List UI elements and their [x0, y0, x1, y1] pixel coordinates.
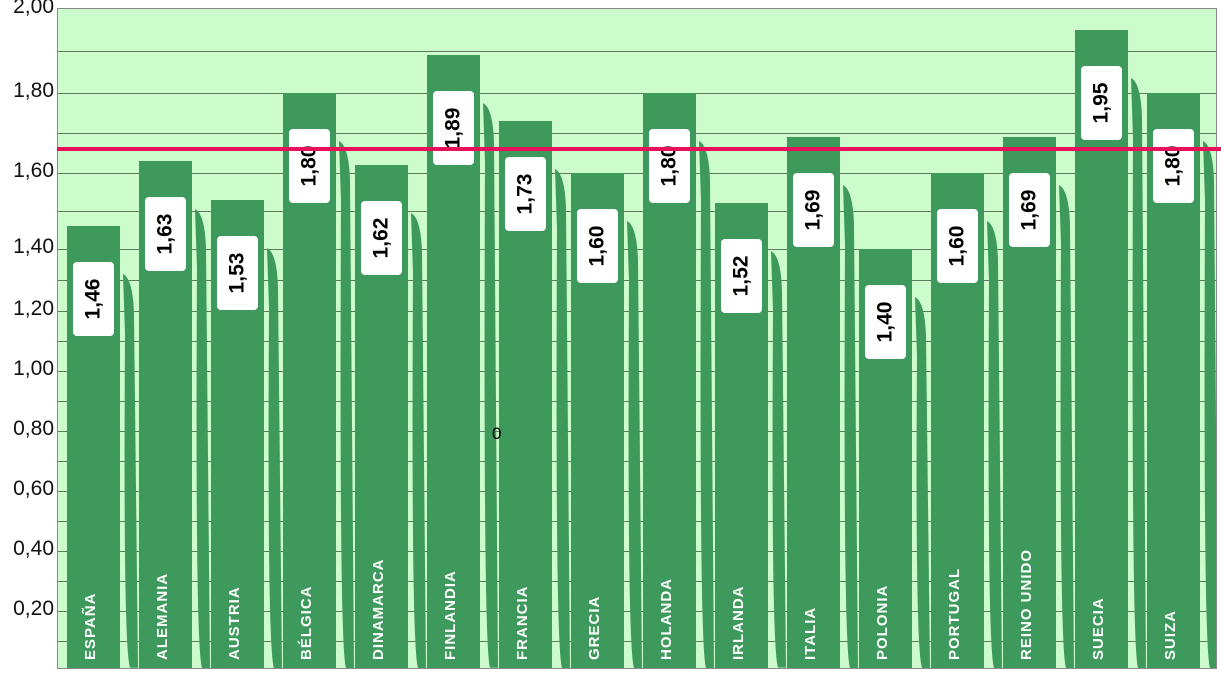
y-tick-label: 0,40	[13, 537, 54, 560]
y-tick-label: 1,60	[13, 159, 54, 182]
plot-area: 1,46 ESPAÑA 1,63 ALEMANIA 1,53 AUSTRIA 1,80 BÉL…	[57, 8, 1217, 669]
bar-shadow-decoration	[841, 185, 863, 668]
category-label: BÉLGICA	[298, 585, 315, 661]
value-text: 1,73	[513, 173, 537, 215]
value-label: 1,53	[217, 235, 258, 310]
value-label: 1,60	[937, 209, 978, 283]
average-reference-line	[57, 147, 1221, 151]
value-text: 1,52	[729, 255, 753, 297]
bar-shadow-decoration	[769, 251, 791, 668]
bar-shadow-decoration	[697, 141, 719, 668]
y-tick-label: 1,00	[13, 357, 54, 380]
bar-shadow-decoration	[193, 209, 215, 668]
y-tick-label: 0,80	[13, 417, 54, 440]
bar-shadow-decoration	[337, 141, 359, 668]
category-label: REINO UNIDO	[1018, 548, 1035, 660]
value-text: 1,80	[657, 145, 681, 187]
value-text: 1,53	[225, 252, 249, 294]
y-tick-label: 0,60	[13, 477, 54, 500]
value-text: 1,40	[873, 301, 897, 343]
category-label: FINLANDIA	[442, 570, 459, 660]
y-tick-label: 0,20	[13, 597, 54, 620]
category-label: ITALIA	[802, 606, 819, 660]
category-label: PORTUGAL	[946, 567, 963, 660]
category-label: ESPAÑA	[82, 592, 99, 660]
gridline	[58, 211, 1216, 212]
bar-shadow-decoration	[1201, 141, 1216, 668]
bar-shadow-decoration	[265, 247, 287, 668]
value-text: 1,80	[1161, 145, 1185, 187]
value-text: 1,63	[153, 213, 177, 255]
value-label: 1,73	[505, 157, 546, 231]
category-label: FRANCIA	[514, 585, 531, 661]
bar-shadow-decoration	[481, 103, 503, 668]
bar-shadow-decoration	[1057, 185, 1079, 668]
value-text: 1,60	[945, 225, 969, 267]
value-label: 1,60	[577, 209, 618, 283]
gridline	[58, 93, 1216, 94]
value-text: 1,62	[369, 217, 393, 259]
y-tick-label: 1,20	[13, 297, 54, 320]
bar-shadow-decoration	[913, 297, 935, 668]
value-label: 1,40	[865, 285, 906, 359]
gridline	[58, 133, 1216, 134]
value-label: 1,52	[721, 239, 762, 314]
category-label: SUECIA	[1090, 597, 1107, 660]
value-text: 1,69	[1017, 189, 1041, 231]
value-label: 1,89	[433, 91, 474, 166]
value-label: 1,69	[1009, 173, 1050, 247]
bar-shadow-decoration	[1129, 78, 1151, 668]
value-label: 1,63	[145, 197, 186, 271]
value-text: 1,60	[585, 225, 609, 267]
value-label: 1,80	[1153, 129, 1194, 203]
category-label: ALEMANIA	[154, 572, 171, 660]
value-label: 1,69	[793, 173, 834, 247]
bar-shadow-decoration	[409, 213, 431, 668]
value-label: 1,95	[1081, 66, 1122, 140]
y-tick-label: 1,40	[13, 235, 54, 258]
value-label: 1,80	[289, 129, 330, 203]
value-text: 1,89	[441, 107, 465, 149]
category-label: HOLANDA	[658, 578, 675, 660]
gridline	[58, 51, 1216, 52]
value-label: 1,80	[649, 129, 690, 203]
bar-shadow-decoration	[121, 274, 143, 668]
y-tick-label: 2,00	[13, 0, 54, 18]
category-label: DINAMARCA	[370, 558, 387, 661]
gridline	[58, 173, 1216, 174]
bar-shadow-decoration	[553, 169, 575, 668]
y-tick-label: 1,80	[13, 79, 54, 102]
category-label: AUSTRIA	[226, 586, 243, 660]
value-label: 1,62	[361, 201, 402, 275]
value-text: 1,95	[1089, 82, 1113, 124]
stray-annotation: 0	[492, 424, 502, 443]
value-label: 1,46	[73, 262, 114, 337]
bar-shadow-decoration	[625, 221, 647, 668]
category-label: SUIZA	[1162, 610, 1179, 660]
category-label: GRECIA	[586, 595, 603, 660]
value-text: 1,46	[81, 278, 105, 320]
category-label: IRLANDA	[730, 585, 747, 661]
bar-shadow-decoration	[985, 221, 1007, 668]
value-text: 1,80	[297, 145, 321, 187]
category-label: POLONIA	[874, 584, 891, 660]
value-text: 1,69	[801, 189, 825, 231]
